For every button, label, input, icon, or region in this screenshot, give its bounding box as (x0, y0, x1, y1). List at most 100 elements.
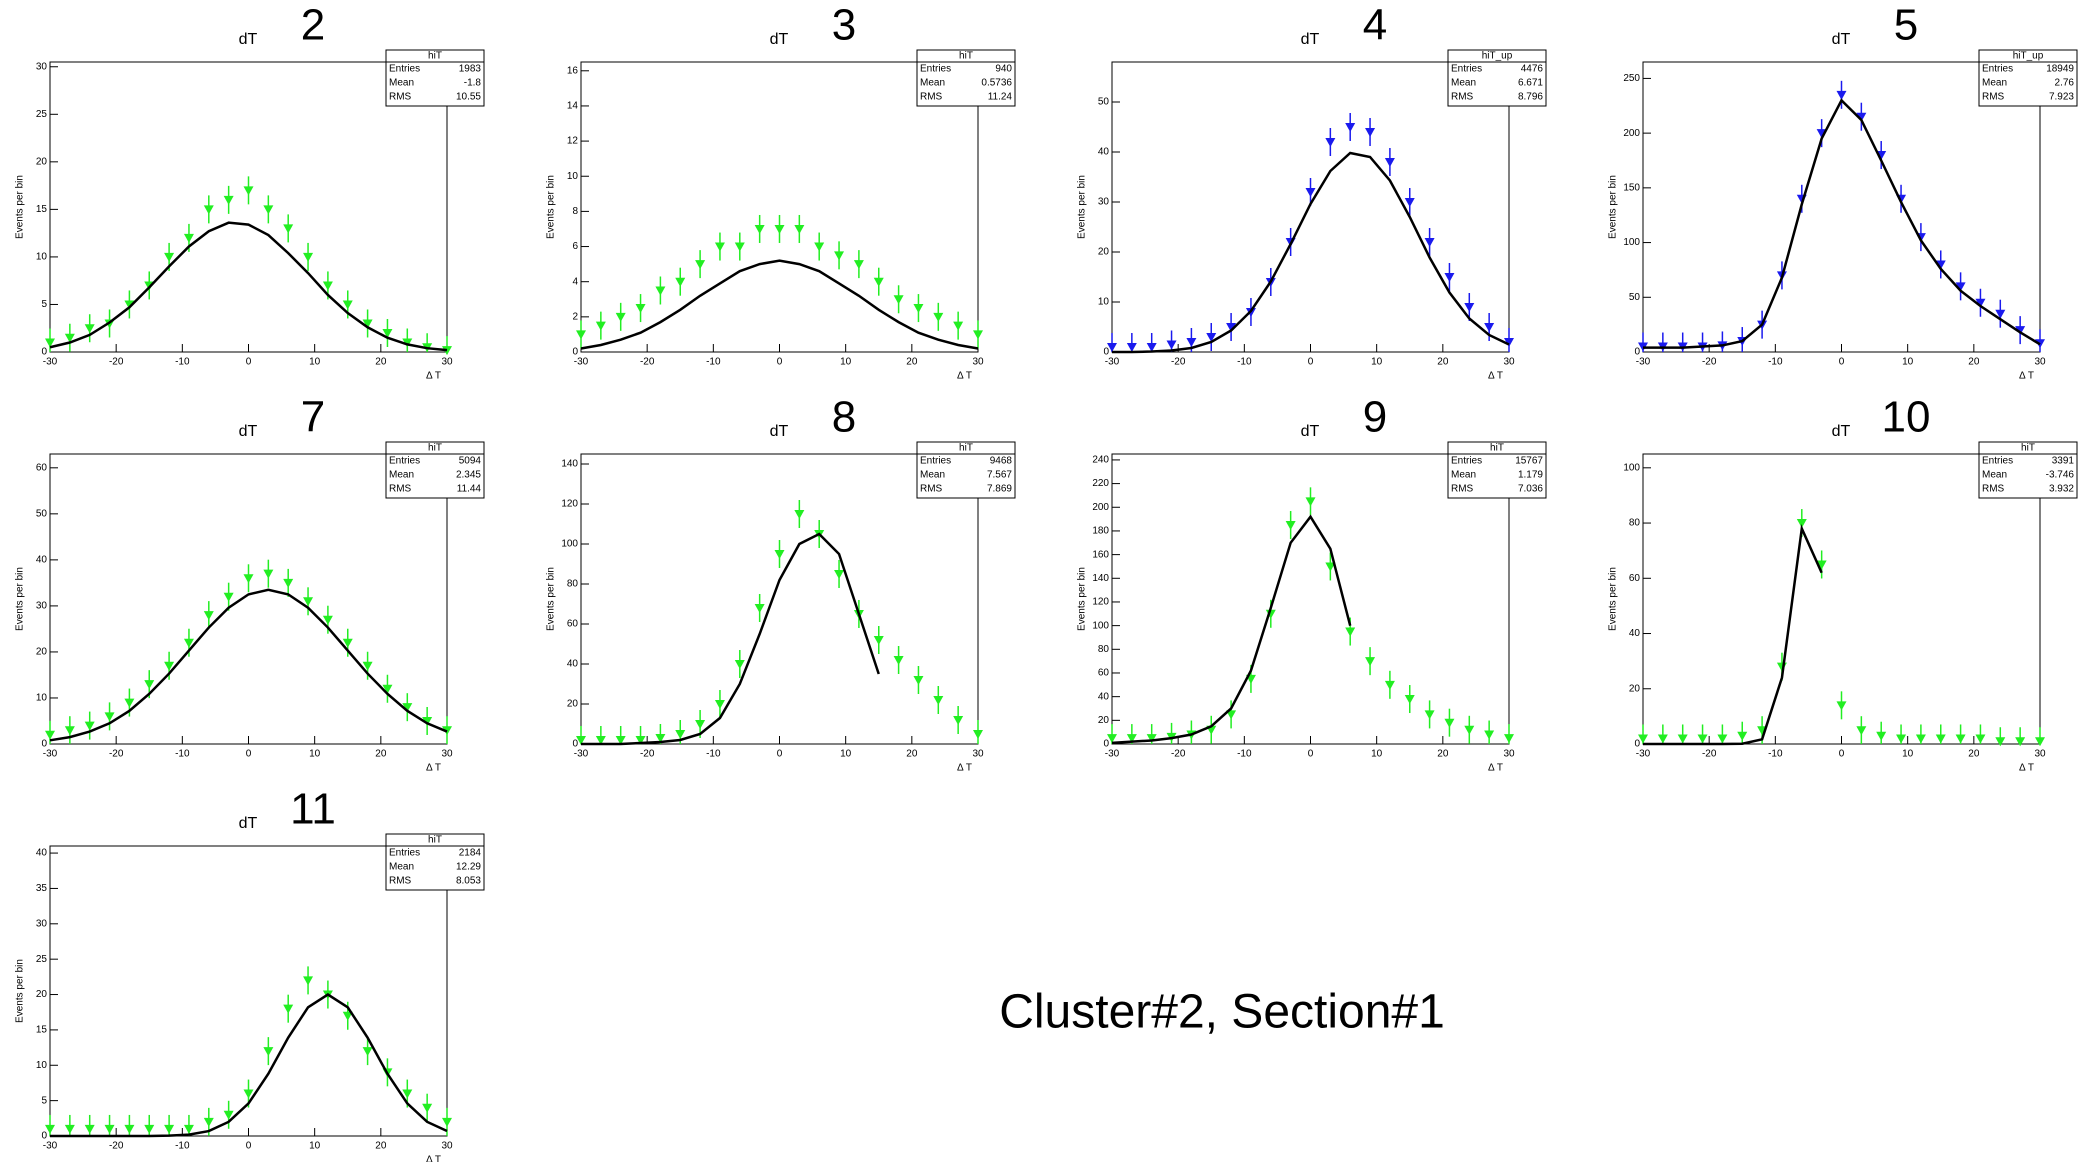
stats-box (385, 441, 485, 499)
stats-box (385, 833, 485, 891)
x-tick-label: 20 (1437, 357, 1449, 368)
data-point (164, 252, 175, 262)
caption: Cluster#2, Section#1 (999, 986, 1445, 1039)
x-tick-label: 20 (375, 357, 387, 368)
data-point (1995, 309, 2006, 319)
data-point (1226, 710, 1237, 720)
y-tick-label: 15 (36, 204, 48, 215)
data-point (144, 1124, 155, 1134)
fit-line (49, 221, 448, 352)
data-point (203, 1117, 214, 1127)
panel-number: 4 (1363, 1, 1387, 50)
data-point (1146, 343, 1157, 352)
y-tick-label: 20 (1098, 247, 1110, 258)
stats-label: RMS (1982, 484, 2005, 495)
data-point (695, 720, 706, 729)
x-tick-label: -10 (1237, 357, 1252, 368)
data-point (322, 281, 333, 291)
x-tick-label: -20 (109, 1141, 124, 1152)
data-point (223, 195, 234, 205)
data-point (655, 734, 666, 743)
stats-box (1978, 49, 2078, 107)
y-tick-label: 120 (561, 499, 578, 510)
stats-label: Mean (389, 862, 414, 873)
x-tick-label: -30 (1105, 749, 1120, 760)
y-tick-label: 250 (1623, 73, 1640, 84)
data-point (1444, 273, 1455, 282)
data-point (124, 1124, 135, 1134)
stats-value: 940 (995, 64, 1012, 75)
data-point (1955, 734, 1966, 744)
x-tick-label: -30 (43, 749, 58, 760)
y-tick-label: 60 (1629, 573, 1641, 584)
data-point (1365, 657, 1376, 667)
stats-value: -1.8 (464, 78, 482, 89)
y-tick-label: 40 (1629, 628, 1641, 639)
data-point (1107, 734, 1117, 744)
data-point (1384, 158, 1395, 167)
x-axis-label: Δ T (1488, 763, 1503, 774)
data-point (2015, 737, 2026, 747)
data-point (774, 224, 785, 234)
data-point (675, 730, 686, 739)
x-tick-label: 20 (375, 1141, 387, 1152)
x-tick-label: 0 (777, 357, 783, 368)
y-axis-label: Events per bin (15, 175, 26, 239)
stats-label: RMS (389, 876, 412, 887)
data-point (243, 1089, 254, 1099)
data-point (1975, 734, 1986, 744)
data-point (45, 730, 55, 740)
stats-box (1447, 49, 1547, 107)
stats-label: Entries (1451, 456, 1482, 467)
data-point (183, 1124, 194, 1134)
y-tick-label: 4 (572, 276, 578, 287)
y-tick-label: 30 (36, 61, 48, 72)
x-tick-label: 10 (1371, 357, 1383, 368)
y-tick-label: 0 (41, 347, 47, 358)
y-tick-label: 160 (1092, 549, 1109, 560)
data-point (953, 321, 964, 331)
y-tick-label: 0 (41, 739, 47, 750)
data-point (203, 205, 214, 215)
x-tick-label: 30 (441, 357, 453, 368)
data-point (1404, 198, 1415, 207)
y-tick-label: 25 (36, 954, 48, 965)
data-point (933, 312, 944, 322)
data-point (1126, 734, 1137, 744)
stats-label: RMS (1451, 484, 1474, 495)
x-tick-label: -20 (1702, 357, 1717, 368)
data-point (1107, 343, 1117, 352)
stats-label: Mean (1982, 470, 2007, 481)
data-point (794, 510, 805, 519)
fit-line (1643, 524, 1823, 746)
data-point (263, 1047, 274, 1057)
stats-value: 0.5736 (981, 78, 1012, 89)
x-tick-label: 0 (1308, 357, 1314, 368)
panel-number: 9 (1363, 393, 1387, 442)
data-point (1126, 343, 1137, 352)
x-tick-label: 10 (840, 357, 852, 368)
data-point (635, 304, 646, 314)
data-point (303, 252, 314, 262)
x-tick-label: 0 (777, 749, 783, 760)
data-point (814, 242, 825, 252)
y-tick-label: 200 (1623, 128, 1640, 139)
stats-value: 8.796 (1518, 92, 1543, 103)
x-tick-label: -20 (640, 357, 655, 368)
y-tick-label: 40 (36, 555, 48, 566)
y-tick-label: 50 (36, 508, 48, 519)
data-point (283, 1004, 294, 1014)
x-tick-label: -30 (574, 357, 589, 368)
data-point (342, 1011, 353, 1021)
x-axis-label: Δ T (426, 763, 441, 774)
data-point (422, 1103, 433, 1113)
data-point (1444, 718, 1455, 728)
y-tick-label: 10 (567, 171, 579, 182)
x-tick-label: -30 (574, 749, 589, 760)
y-tick-label: 10 (1098, 297, 1110, 308)
x-tick-label: -10 (1237, 749, 1252, 760)
x-tick-label: 30 (972, 749, 984, 760)
data-point (243, 574, 254, 584)
panel-title: dT (239, 423, 258, 440)
